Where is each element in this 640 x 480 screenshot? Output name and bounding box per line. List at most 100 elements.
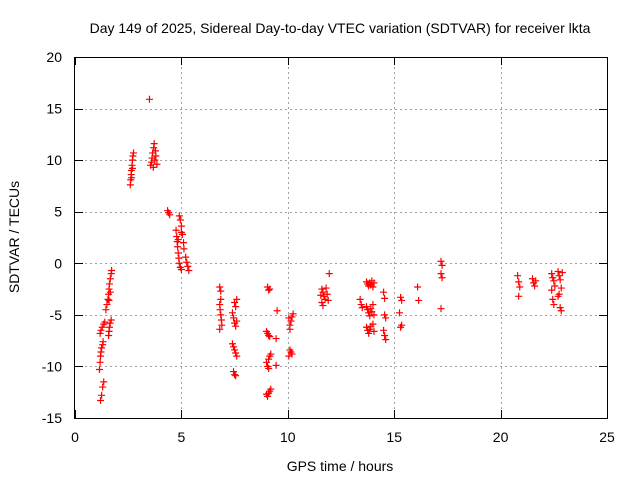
data-point: [177, 228, 185, 236]
data-point: [381, 331, 389, 339]
y-tick-label: 15: [46, 101, 62, 117]
data-point: [177, 265, 185, 273]
grid-lines: [75, 57, 607, 418]
data-point: [217, 295, 225, 303]
data-point: [228, 309, 236, 317]
data-point: [272, 361, 280, 369]
data-point: [382, 314, 390, 322]
data-point: [318, 298, 326, 306]
x-tick-label: 15: [386, 429, 402, 445]
data-point: [556, 304, 564, 312]
x-tick-label: 10: [280, 429, 296, 445]
data-point: [232, 322, 240, 330]
data-point: [289, 310, 297, 318]
data-point: [323, 290, 331, 298]
y-tick-label: 10: [46, 152, 62, 168]
data-point: [265, 355, 273, 363]
data-points: [95, 95, 566, 404]
data-point: [364, 306, 372, 314]
data-point: [180, 239, 188, 247]
data-point: [218, 321, 226, 329]
data-point: [555, 290, 563, 298]
data-point: [285, 352, 293, 360]
data-point: [99, 383, 107, 391]
data-point: [183, 258, 191, 266]
data-point: [175, 259, 183, 267]
data-point: [166, 211, 174, 219]
x-tick-label: 5: [178, 429, 186, 445]
data-point: [98, 391, 106, 399]
data-point: [437, 305, 445, 313]
data-point: [106, 288, 114, 296]
data-point: [273, 307, 281, 315]
data-point: [96, 329, 104, 337]
y-tick-label: 0: [54, 255, 62, 271]
data-point: [531, 282, 539, 290]
data-point: [551, 282, 559, 290]
data-point: [177, 222, 185, 230]
data-point: [174, 236, 182, 244]
data-point: [150, 140, 158, 148]
plot-area-frame: [74, 57, 608, 419]
x-axis-label: GPS time / hours: [287, 458, 394, 474]
data-point: [98, 344, 106, 352]
y-tick-label: -5: [50, 307, 63, 323]
data-point: [216, 283, 224, 291]
data-point: [272, 335, 280, 343]
data-point: [184, 262, 192, 270]
data-point: [370, 327, 378, 335]
data-point: [174, 249, 182, 257]
data-point: [286, 325, 294, 333]
data-point: [182, 253, 190, 261]
data-point: [358, 304, 366, 312]
data-point: [153, 160, 161, 168]
data-point: [216, 306, 224, 314]
data-point: [370, 311, 378, 319]
data-point: [369, 320, 377, 328]
data-point: [437, 257, 445, 265]
data-point: [514, 272, 522, 280]
data-point: [95, 366, 103, 374]
data-point: [265, 331, 273, 339]
data-point: [145, 95, 153, 103]
data-point: [231, 346, 239, 354]
data-point: [97, 326, 105, 334]
data-point: [231, 371, 239, 379]
data-point: [105, 280, 113, 288]
data-point: [176, 216, 184, 224]
data-point: [108, 267, 116, 275]
data-point: [325, 270, 333, 278]
data-point: [414, 283, 422, 291]
data-point: [217, 311, 225, 319]
data-point: [285, 314, 293, 322]
data-point: [438, 274, 446, 282]
data-point: [367, 305, 375, 313]
data-point: [102, 306, 110, 314]
data-point: [106, 319, 114, 327]
data-point: [174, 243, 182, 251]
data-point: [266, 333, 274, 341]
data-point: [415, 296, 423, 304]
data-point: [318, 285, 326, 293]
data-point: [99, 338, 107, 346]
data-point: [322, 284, 330, 292]
data-point: [180, 245, 188, 253]
data-point: [370, 279, 378, 287]
data-point: [558, 269, 566, 277]
x-tick-label: 0: [71, 429, 79, 445]
data-point: [515, 292, 523, 300]
data-point: [128, 164, 136, 172]
data-point: [396, 309, 404, 317]
data-point: [267, 385, 275, 393]
data-point: [516, 283, 524, 291]
data-point: [217, 287, 225, 295]
data-point: [366, 325, 374, 333]
data-point: [230, 314, 238, 322]
data-point: [398, 321, 406, 329]
data-point: [357, 301, 365, 309]
data-point: [175, 212, 183, 220]
data-point: [365, 329, 373, 337]
data-point: [216, 325, 224, 333]
